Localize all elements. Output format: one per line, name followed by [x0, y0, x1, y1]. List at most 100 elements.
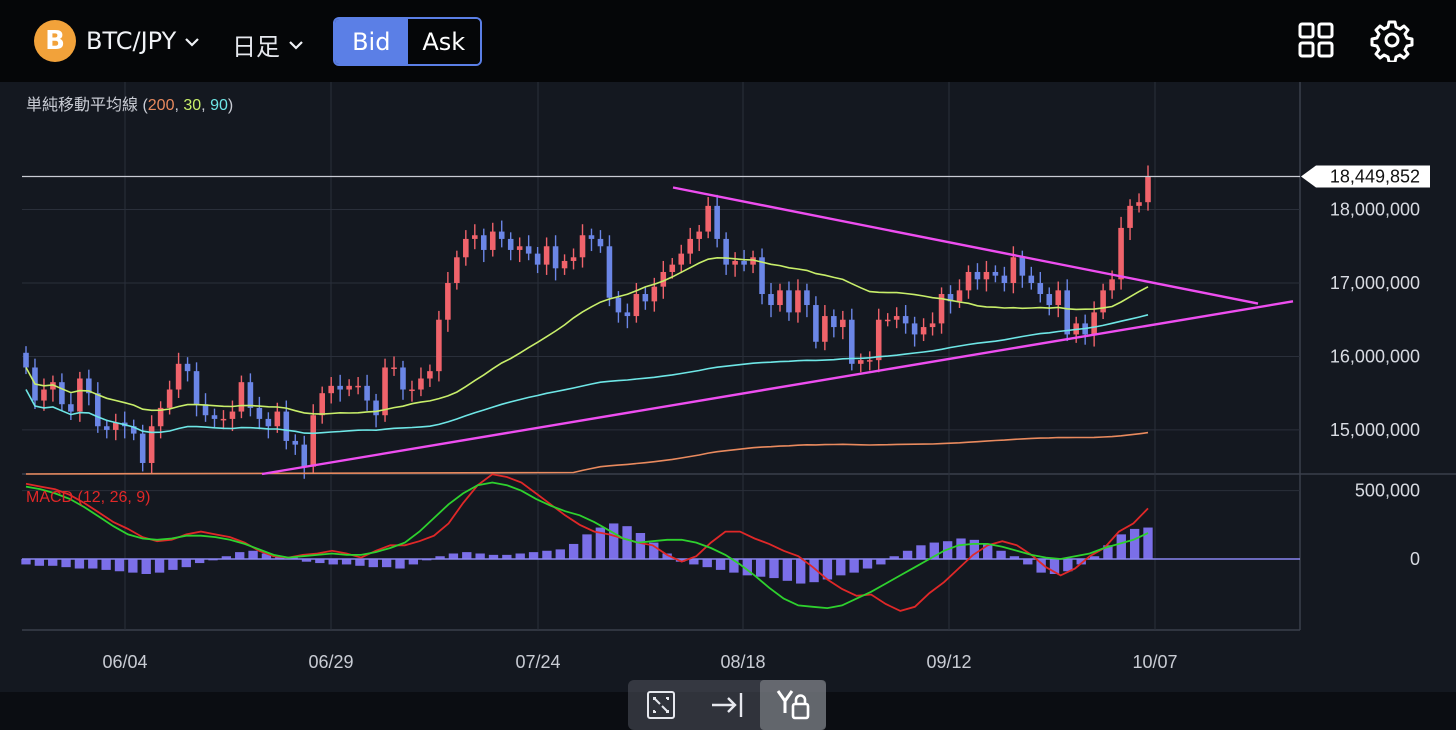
macd-hist-bar: [1076, 558, 1086, 565]
candle-body: [130, 426, 137, 434]
candle: [50, 375, 56, 402]
macd-hist-bar: [1063, 558, 1073, 572]
candle-body: [445, 283, 451, 320]
candle-body: [1109, 279, 1115, 291]
candle: [759, 248, 765, 305]
candle-body: [516, 246, 523, 250]
candle: [875, 308, 882, 373]
macd-hist-bar: [154, 558, 165, 573]
candle: [337, 374, 343, 402]
candle: [983, 260, 990, 292]
candle-body: [382, 367, 388, 416]
candle-body: [1091, 312, 1097, 335]
candle: [588, 228, 595, 252]
period-selector[interactable]: 日足: [232, 27, 304, 62]
pair-selector[interactable]: B BTC/JPY: [34, 20, 200, 62]
candle-body: [1100, 290, 1106, 313]
candle-body: [310, 415, 317, 467]
candle: [992, 265, 999, 283]
candle: [1055, 281, 1062, 318]
candle: [1145, 165, 1151, 211]
candle-body: [669, 264, 676, 272]
candle-body: [992, 271, 999, 276]
candle: [400, 360, 406, 400]
candle-body: [525, 246, 532, 254]
candle-body: [229, 411, 236, 419]
macd-hist-bar: [328, 558, 338, 565]
chevron-down-icon: [184, 32, 200, 51]
candle: [606, 235, 613, 307]
candle-body: [938, 294, 945, 324]
candle-body: [1010, 257, 1017, 283]
candle: [516, 237, 523, 263]
top-bar: B BTC/JPY 日足 Bid Ask: [0, 0, 1456, 82]
price-chart[interactable]: 06/04 06/29 07/24 08/18 09/12 10/07 15,000,000…: [0, 82, 1456, 692]
candle-body: [274, 411, 281, 427]
macd-hist-bar: [235, 552, 245, 559]
candle-body: [68, 404, 74, 412]
candle-body: [588, 235, 595, 239]
gear-icon[interactable]: [1370, 18, 1414, 64]
candle: [418, 367, 424, 397]
macd-hist-bar: [1143, 527, 1153, 559]
candle: [696, 224, 702, 252]
chart-area[interactable]: 06/04 06/29 07/24 08/18 09/12 10/07 15,000,000…: [0, 82, 1456, 730]
candle-body: [104, 426, 110, 430]
grid-icon[interactable]: [1294, 18, 1338, 62]
macd-hist-bar: [702, 558, 712, 568]
macd-legend: MACD (12, 26, 9): [26, 489, 150, 506]
candle: [624, 303, 631, 329]
macd-hist-bar: [408, 558, 419, 565]
candle-body: [696, 231, 702, 239]
candle-body: [597, 238, 604, 247]
candle: [678, 244, 685, 274]
macd-hist-bar: [261, 553, 272, 559]
y-axis-lock-icon[interactable]: [760, 680, 826, 730]
candle-body: [220, 418, 227, 421]
candle: [902, 305, 909, 334]
candle-body: [175, 363, 182, 390]
scroll-to-latest-icon[interactable]: [694, 680, 760, 730]
candle-body: [678, 253, 685, 265]
candle-body: [831, 316, 837, 328]
candle-body: [355, 385, 361, 388]
y-tick-label: 15,000,000: [1330, 420, 1420, 440]
candle: [669, 258, 676, 279]
candle-body: [364, 385, 370, 401]
candle-body: [570, 257, 577, 261]
candle: [382, 358, 388, 422]
candle: [840, 310, 846, 340]
candle: [498, 220, 505, 248]
candle: [1100, 283, 1106, 319]
ask-button[interactable]: Ask: [407, 19, 480, 64]
candle-body: [714, 205, 720, 239]
macd-hist-bar: [809, 558, 819, 583]
candle-body: [427, 371, 433, 379]
candle-body: [893, 316, 900, 320]
bid-button[interactable]: Bid: [335, 19, 408, 64]
macd-hist-bar: [74, 558, 85, 569]
candle: [229, 400, 236, 432]
macd-hist-bar: [448, 553, 459, 559]
candle-body: [95, 393, 101, 427]
candle: [41, 378, 47, 411]
candle: [95, 382, 101, 433]
candle: [346, 379, 352, 397]
macd-hist-bar: [635, 533, 646, 559]
macd-hist-bar: [1036, 558, 1046, 573]
candle-body: [1001, 275, 1008, 283]
candle: [732, 252, 738, 277]
candle-body: [902, 316, 909, 324]
macd-hist-bar: [822, 558, 833, 580]
candle: [463, 230, 469, 266]
macd-hist-bar: [609, 523, 619, 559]
candle-body: [974, 271, 981, 280]
candle: [265, 412, 272, 439]
candle-body: [184, 363, 191, 372]
macd-hist-bar: [836, 558, 846, 576]
candle-body: [920, 327, 927, 335]
macd-hist-bar: [435, 556, 445, 559]
sma-legend-sep: ,: [201, 97, 210, 114]
sma-legend-label: 単純移動平均線 (: [26, 96, 148, 114]
fit-screen-icon[interactable]: [628, 680, 694, 730]
